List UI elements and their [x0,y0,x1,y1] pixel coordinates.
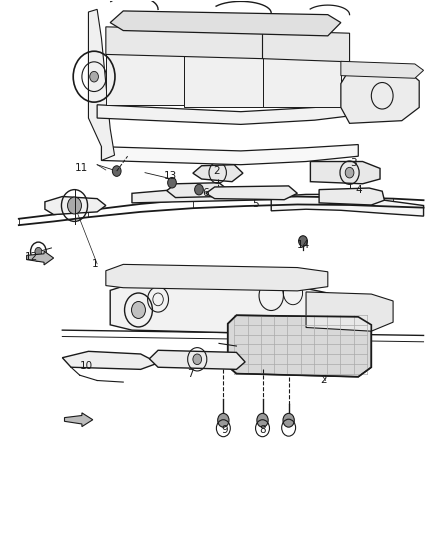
Polygon shape [341,66,419,123]
Circle shape [193,354,201,365]
Text: 4: 4 [355,184,362,195]
Polygon shape [106,27,262,59]
Text: 14: 14 [297,240,311,251]
Text: 12: 12 [25,252,39,262]
Text: 6: 6 [202,188,208,198]
Text: 13: 13 [164,172,177,181]
Polygon shape [102,144,358,165]
Circle shape [168,177,177,188]
Polygon shape [27,251,53,265]
Polygon shape [110,11,341,36]
Text: 8: 8 [259,425,266,435]
Polygon shape [193,165,243,182]
Polygon shape [271,195,424,216]
Text: 11: 11 [75,164,88,173]
Polygon shape [62,351,158,369]
Polygon shape [167,183,228,198]
Text: 1: 1 [92,259,98,269]
Polygon shape [228,316,371,377]
Polygon shape [106,52,184,105]
Circle shape [283,414,294,427]
Circle shape [257,414,268,427]
Text: 10: 10 [80,361,93,371]
Polygon shape [311,161,380,184]
Circle shape [218,414,229,427]
Circle shape [35,247,42,256]
Circle shape [194,184,203,195]
Polygon shape [341,61,424,78]
Polygon shape [64,413,93,426]
Polygon shape [132,188,271,203]
Polygon shape [306,292,393,331]
Circle shape [345,167,354,178]
Circle shape [131,302,145,318]
Polygon shape [106,264,328,291]
Polygon shape [45,197,106,215]
Polygon shape [206,186,297,200]
Text: 2: 2 [320,375,327,385]
Text: 2: 2 [213,166,220,176]
Polygon shape [97,102,367,124]
Polygon shape [319,188,385,205]
Polygon shape [110,284,328,334]
Polygon shape [149,350,245,369]
Text: 7: 7 [187,369,194,378]
Polygon shape [88,10,115,160]
Text: 9: 9 [221,425,228,435]
Circle shape [113,166,121,176]
Circle shape [67,197,81,214]
Polygon shape [262,55,341,108]
Text: 3: 3 [350,158,357,168]
Polygon shape [184,54,262,108]
Text: 5: 5 [253,199,259,209]
Polygon shape [262,30,350,62]
Circle shape [90,71,99,82]
Circle shape [299,236,307,246]
